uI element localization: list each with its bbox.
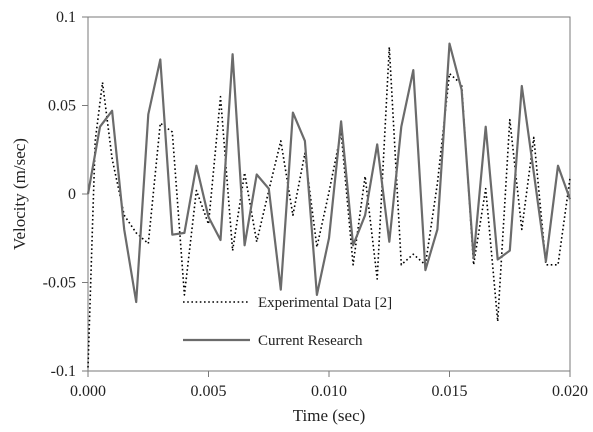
- series-experimental-line: [87, 46, 571, 368]
- y-tick-label: 0.05: [48, 98, 76, 115]
- series-layer: [86, 42, 572, 368]
- x-tick-label: 0.015: [432, 383, 468, 400]
- legend: Experimental Data [2] Current Research: [183, 295, 392, 349]
- x-tick-label: 0.020: [552, 383, 588, 400]
- legend-label-experimental: Experimental Data [2]: [258, 295, 392, 311]
- x-tick-label: 0.010: [311, 383, 347, 400]
- y-axis-title: Velocity (m/sec): [10, 138, 29, 250]
- series-current-research-line: [86, 42, 572, 304]
- y-tick-label: 0: [68, 186, 76, 203]
- x-tick-label: 0.000: [70, 383, 106, 400]
- y-axis-ticks: -0.1 -0.05 0 0.05 0.1: [43, 9, 88, 380]
- x-axis-title: Time (sec): [293, 406, 366, 425]
- x-tick-label: 0.005: [191, 383, 227, 400]
- y-tick-label: 0.1: [56, 9, 76, 26]
- y-tick-label: -0.1: [51, 363, 76, 380]
- y-tick-label: -0.05: [43, 275, 76, 292]
- x-axis-ticks: 0.000 0.005 0.010 0.015 0.020: [70, 371, 588, 400]
- legend-label-current-research: Current Research: [258, 333, 363, 349]
